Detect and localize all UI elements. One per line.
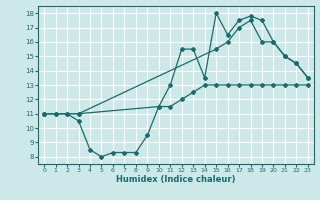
X-axis label: Humidex (Indice chaleur): Humidex (Indice chaleur) <box>116 175 236 184</box>
